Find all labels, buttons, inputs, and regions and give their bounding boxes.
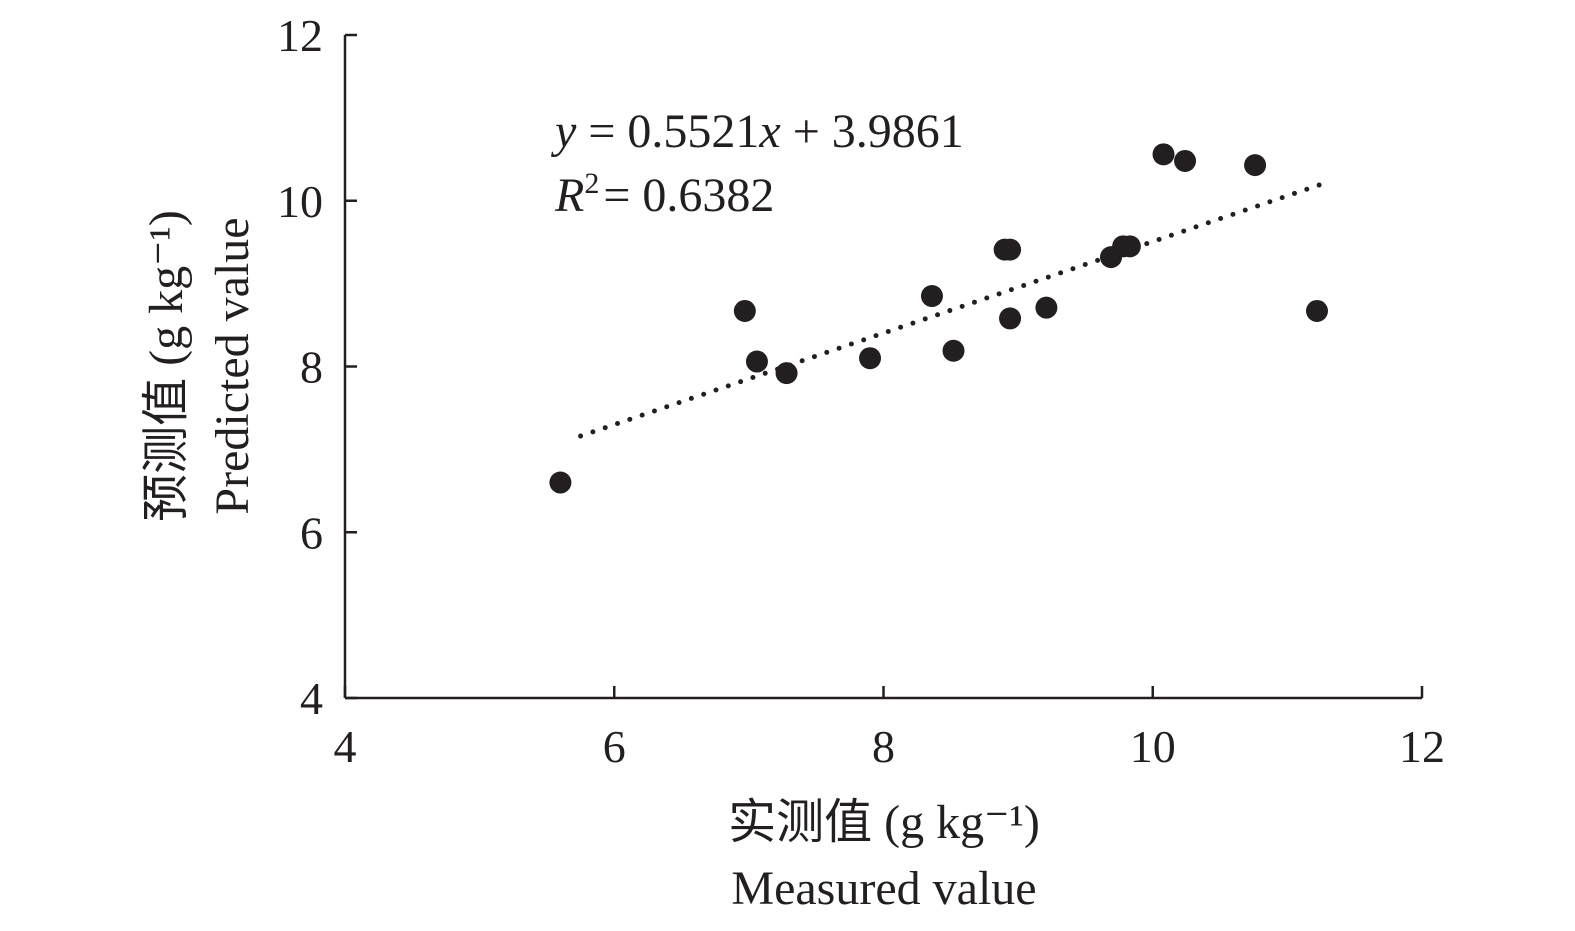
- regression-equation: y = 0.5521x + 3.9861: [550, 105, 964, 158]
- data-point: [999, 307, 1022, 330]
- data-point: [733, 299, 756, 322]
- data-point: [999, 238, 1022, 261]
- equation-x-var: x: [758, 105, 780, 158]
- x-ticks: 4 6 8 10 12: [334, 686, 1445, 772]
- r-squared-r: R: [554, 169, 584, 222]
- data-point: [942, 339, 965, 362]
- r-squared-value: = 0.6382: [603, 169, 774, 222]
- equation-tail: + 3.9861: [781, 105, 964, 158]
- data-point: [775, 362, 798, 385]
- y-tick-label: 4: [300, 673, 323, 724]
- y-tick-label: 10: [277, 176, 323, 227]
- x-tick-label: 12: [1399, 721, 1445, 772]
- data-point: [859, 347, 882, 370]
- x-tick-label: 8: [872, 721, 895, 772]
- equation-mid: = 0.5521: [576, 105, 759, 158]
- y-tick-label: 8: [300, 342, 323, 393]
- data-point: [1152, 143, 1175, 166]
- y-axis-title: 预测值 (g kg⁻¹): [140, 210, 193, 522]
- data-point: [1305, 299, 1328, 322]
- data-point: [1244, 154, 1267, 177]
- r-squared: R2= 0.6382: [554, 167, 774, 222]
- x-axis-title-en: Measured value: [731, 862, 1036, 915]
- r-squared-sup: 2: [584, 167, 599, 200]
- y-axis-title-en: Predicted value: [206, 217, 259, 514]
- data-point: [549, 471, 572, 494]
- points-group: [549, 143, 1328, 494]
- equation-y-var: y: [550, 105, 577, 158]
- x-tick-label: 10: [1130, 721, 1176, 772]
- y-ticks: 4 6 8 10 12: [277, 10, 357, 724]
- data-point: [745, 350, 768, 373]
- trendline: [578, 181, 1324, 439]
- y-tick-label: 6: [300, 507, 323, 558]
- x-axis-title: 实测值 (g kg⁻¹): [728, 796, 1040, 849]
- trendline-group: [578, 181, 1324, 439]
- y-tick-label: 12: [277, 10, 323, 61]
- data-point: [1174, 149, 1197, 172]
- x-tick-label: 6: [603, 721, 626, 772]
- data-point: [920, 285, 943, 308]
- data-point: [1118, 235, 1141, 258]
- data-point: [1035, 296, 1058, 319]
- x-tick-label: 4: [334, 721, 357, 772]
